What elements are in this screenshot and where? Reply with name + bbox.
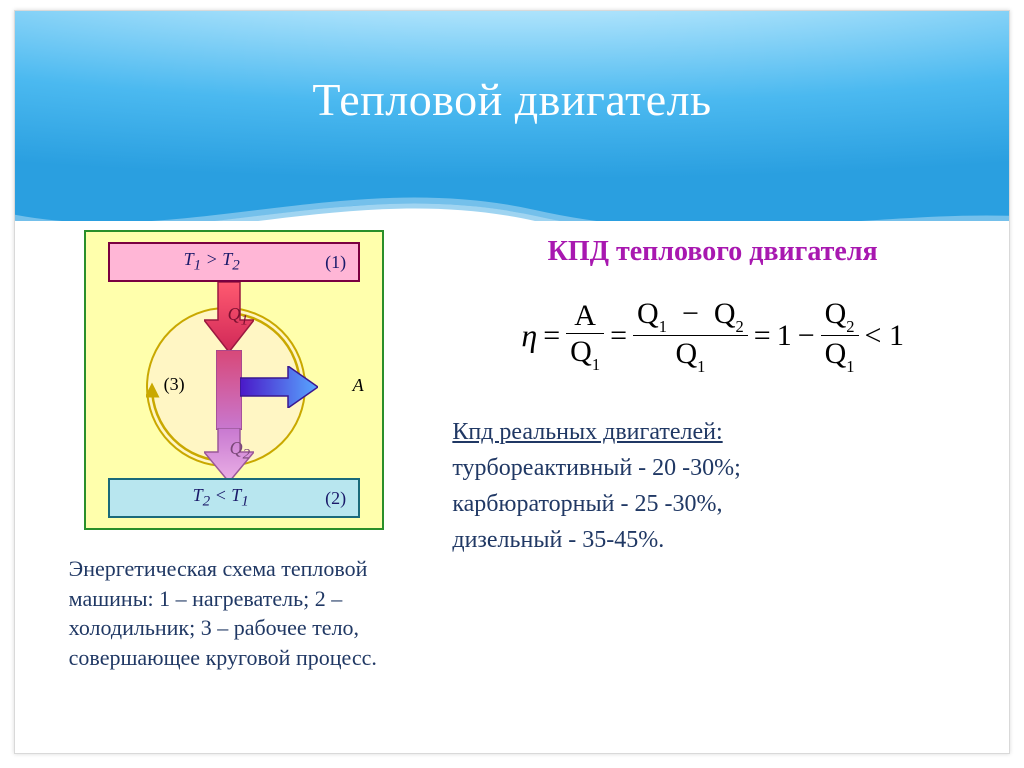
cooler-label: (2) [314,488,358,509]
heater-label: (1) [314,252,358,273]
frac-q1-q2: Q1 − Q2 Q1 [633,298,748,374]
cooler-block: T2 < T1 (2) [108,478,360,518]
heater-expr: T1 > T2 [110,249,314,275]
diagram-caption: Энергетическая схема тепловой машины: 1 … [69,554,399,673]
frac-a-q1: A Q1 [566,300,604,372]
q1-label: Q1 [228,304,249,330]
real-line-1: карбюраторный - 25 -30%, [452,486,973,522]
q2-label: Q2 [230,438,251,464]
real-line-2: дизельный - 35-45%. [452,522,973,558]
real-line-0: турбореактивный - 20 -30%; [452,450,973,486]
body-label: (3) [164,374,185,395]
q-shaft [216,350,242,430]
efficiency-subtitle: КПД теплового двигателя [452,236,973,268]
content-area: T1 > T2 (1) T2 < T1 (2) (3) A Q1 Q2 Энер… [15,226,1009,753]
left-column: T1 > T2 (1) T2 < T1 (2) (3) A Q1 Q2 Энер… [15,226,452,753]
slide-frame: Тепловой двигатель [14,10,1010,754]
efficiency-formula: η = A Q1 = Q1 − Q2 Q1 = [452,298,973,374]
real-engines-block: Кпд реальных двигателей: турбореактивный… [452,414,973,558]
right-column: КПД теплового двигателя η = A Q1 = Q1 − … [452,226,1009,753]
real-engines-heading: Кпд реальных двигателей: [452,414,973,450]
frac-q2-q1: Q2 Q1 [821,298,859,374]
slide-title: Тепловой двигатель [15,73,1009,126]
ineq: < 1 [865,319,904,353]
energy-diagram: T1 > T2 (1) T2 < T1 (2) (3) A Q1 Q2 [84,230,384,530]
cooler-expr: T2 < T1 [110,485,314,511]
work-label: A [353,375,364,396]
heater-block: T1 > T2 (1) [108,242,360,282]
work-arrow [240,366,318,408]
eta-symbol: η [521,317,537,354]
